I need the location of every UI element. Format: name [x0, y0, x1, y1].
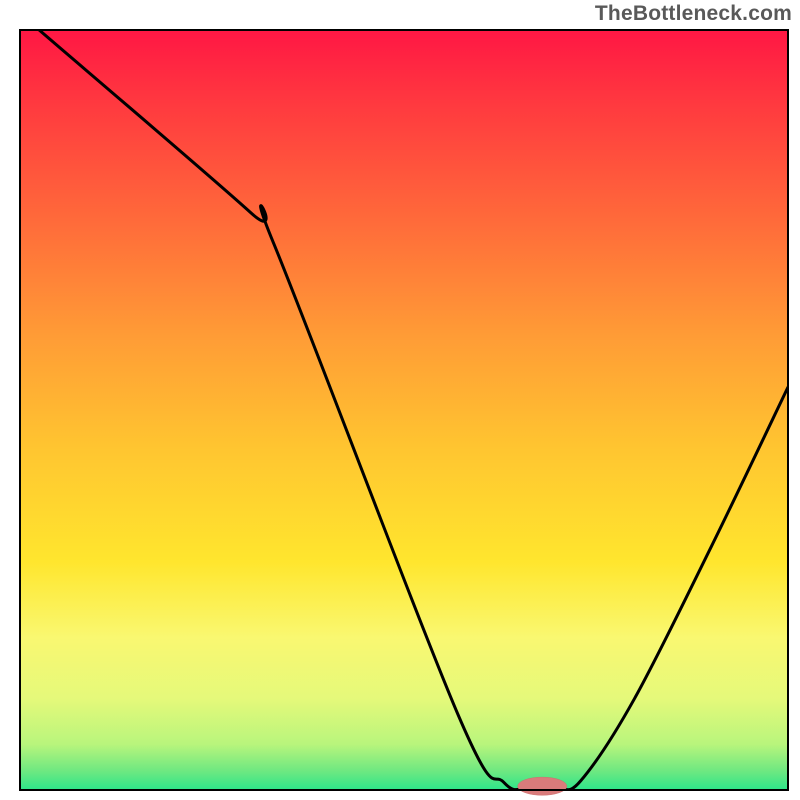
bottleneck-chart: TheBottleneck.com: [0, 0, 800, 800]
plot-background: [20, 30, 788, 790]
chart-svg: [0, 0, 800, 800]
watermark-text: TheBottleneck.com: [595, 2, 792, 26]
optimal-marker: [518, 777, 567, 795]
